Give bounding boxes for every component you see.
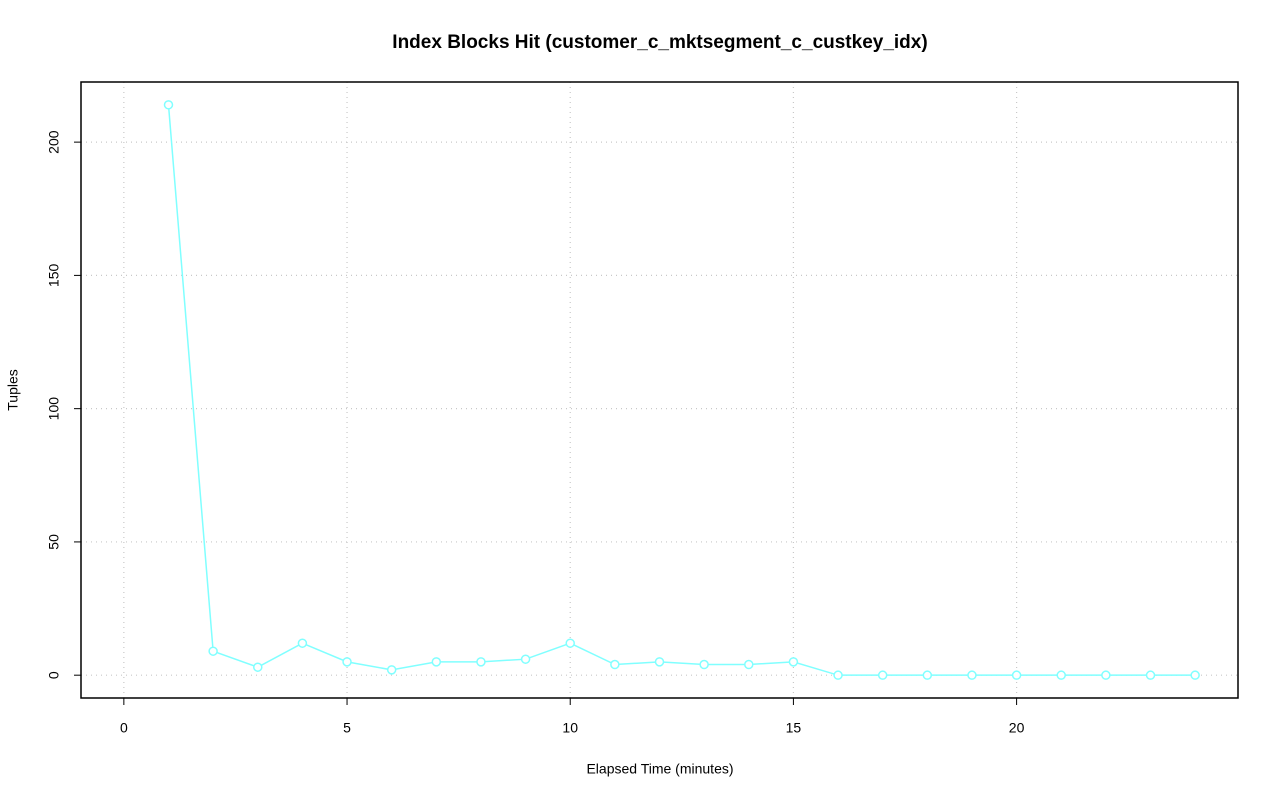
data-point — [342, 657, 352, 667]
data-point — [1190, 670, 1200, 680]
x-tick-label: 5 — [343, 720, 351, 736]
data-point — [699, 659, 709, 670]
data-point — [788, 657, 799, 667]
data-point — [565, 638, 575, 648]
data-point — [476, 657, 486, 667]
x-tick-label: 15 — [786, 720, 802, 736]
y-tick-label: 150 — [46, 264, 62, 288]
data-point — [163, 100, 174, 110]
data-point — [431, 657, 442, 667]
data-point — [833, 670, 843, 680]
data-point — [922, 670, 933, 680]
data-point — [1056, 670, 1066, 680]
y-tick-label: 50 — [46, 534, 62, 550]
x-tick-label: 20 — [1009, 720, 1025, 736]
data-point — [386, 665, 397, 675]
data-point — [744, 659, 754, 670]
data-point — [208, 646, 218, 656]
x-axis-label: Elapsed Time (minutes) — [586, 761, 733, 777]
data-point — [967, 670, 977, 680]
data-point — [253, 662, 263, 672]
data-point — [520, 654, 531, 664]
x-tick-label: 0 — [120, 720, 128, 736]
y-tick-label: 0 — [46, 671, 62, 679]
data-point — [654, 657, 665, 667]
data-point — [297, 638, 308, 648]
y-tick-label: 200 — [46, 130, 62, 154]
x-tick-label: 10 — [562, 720, 578, 736]
data-point — [1101, 670, 1111, 680]
data-point — [877, 670, 888, 680]
y-axis-label: Tuples — [5, 369, 21, 411]
chart-title: Index Blocks Hit (customer_c_mktsegment_… — [392, 32, 927, 53]
plot-frame — [80, 81, 1239, 699]
data-point — [1011, 670, 1022, 680]
data-line — [167, 104, 1196, 676]
data-point — [1145, 670, 1156, 680]
data-point — [610, 659, 620, 670]
y-tick-label: 100 — [46, 397, 62, 421]
